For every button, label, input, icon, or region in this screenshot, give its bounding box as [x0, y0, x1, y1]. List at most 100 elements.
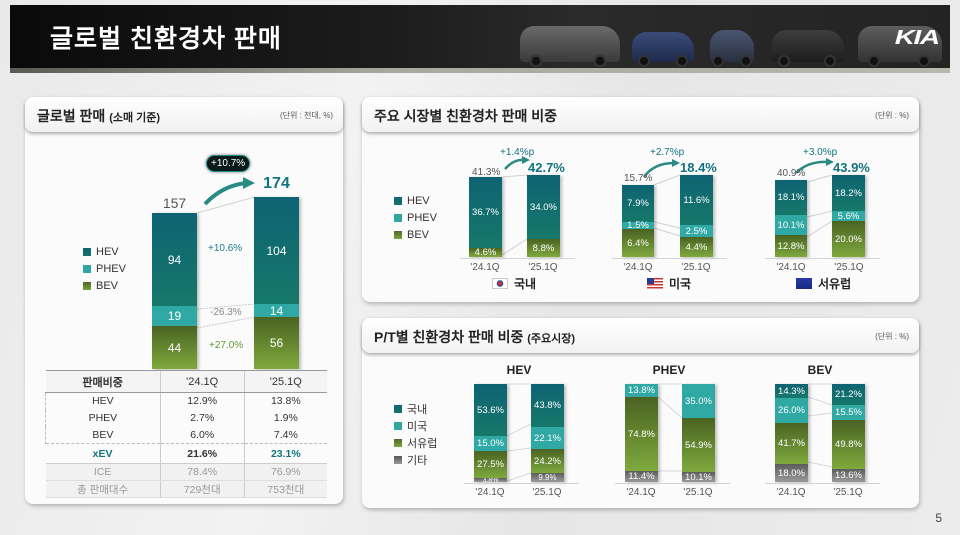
- swatch-phev: [394, 213, 402, 222]
- title-text: P/T별 친환경차 판매 비중: [374, 329, 524, 345]
- bar-us-24: 7.9% 1.5% 6.4%: [622, 185, 654, 257]
- seg-etc: 13.6%: [832, 469, 865, 482]
- table-cell: 총 판매대수: [45, 480, 161, 498]
- swatch-bev: [394, 230, 402, 239]
- x-label: '24.1Q: [475, 487, 505, 498]
- swatch-phev: [83, 264, 91, 273]
- seg-phev: 5.6%: [832, 211, 865, 222]
- bar-bev-25: 21.2% 15.5% 49.8% 13.6%: [832, 384, 865, 482]
- seg-us: 26.0%: [775, 398, 808, 423]
- panel-title: P/T별 친환경차 판매 비중 (주요시장): [374, 327, 575, 347]
- x-label: '24.1Q: [776, 262, 806, 273]
- seg-etc: 3.8%: [474, 478, 507, 482]
- table-cell: 2.7%: [159, 409, 245, 427]
- eu-flag-icon: [796, 278, 812, 289]
- x-label: '25.1Q: [532, 487, 562, 498]
- header-banner: 글로벌 친환경차 판매 KIA: [10, 5, 950, 68]
- seg-hev: 34.0%: [527, 175, 560, 239]
- seg-phev: 2.5%: [680, 225, 713, 237]
- change-phev: -26.3%: [210, 307, 242, 318]
- legend-hev: HEV: [83, 243, 126, 260]
- table-header: 판매비중: [45, 370, 161, 393]
- baseline: [765, 258, 880, 259]
- bar-bev-24: 14.3% 26.0% 41.7% 18.0%: [775, 384, 808, 482]
- region-us: 미국: [647, 275, 691, 292]
- table-row-total: 총 판매대수 729천대 753천대: [45, 480, 327, 498]
- bar-25-1q: 104 14 56: [254, 197, 299, 369]
- seg-kr: 21.2%: [832, 384, 865, 405]
- total-25: 174: [263, 175, 290, 192]
- legend-label: PHEV: [407, 211, 437, 224]
- seg-etc: 11.4%: [625, 471, 658, 482]
- seg-eu: 24.2%: [531, 449, 564, 473]
- table-header-row: 판매비중 '24.1Q '25.1Q: [45, 370, 327, 393]
- legend-label: BEV: [96, 279, 119, 292]
- seg-phev: 10.1%: [775, 215, 807, 235]
- legend-eu: 서유럽: [394, 434, 437, 451]
- baseline: [464, 483, 579, 484]
- table-header: '24.1Q: [159, 370, 245, 393]
- legend: HEV PHEV BEV: [83, 243, 126, 294]
- seg-phev: 19: [152, 306, 197, 326]
- seg-etc: 18.0%: [775, 464, 808, 482]
- seg-us: 22.1%: [531, 427, 564, 449]
- seg-eu: 54.9%: [682, 418, 715, 472]
- legend-label: 국내: [407, 403, 428, 416]
- change-hev: +10.6%: [208, 243, 243, 254]
- x-label: '25.1Q: [834, 262, 864, 273]
- table-cell: BEV: [45, 426, 161, 444]
- table-cell: 21.6%: [159, 443, 245, 464]
- baseline: [460, 258, 575, 259]
- legend-label: BEV: [407, 228, 430, 241]
- baseline: [612, 258, 727, 259]
- change-bev: +27.0%: [209, 340, 244, 351]
- seg-hev: 36.7%: [469, 177, 502, 248]
- bar-phev-25: 35.0% 54.9% 10.1%: [682, 384, 715, 483]
- table-cell: HEV: [45, 392, 161, 410]
- total-us-25: 18.4%: [680, 160, 717, 175]
- subtitle-text: (주요시장): [527, 333, 576, 345]
- seg-hev: 11.6%: [680, 175, 713, 225]
- x-label: '25.1Q: [833, 487, 863, 498]
- unit-label: (단위 : 천대, %): [280, 111, 333, 120]
- legend-label: HEV: [96, 245, 119, 258]
- total-kr-25: 42.7%: [528, 160, 565, 175]
- legend: 국내 미국 서유럽 기타: [394, 400, 437, 468]
- swatch-hev: [394, 196, 402, 205]
- share-table: 판매비중 '24.1Q '25.1Q HEV 12.9% 13.8% PHEV …: [45, 370, 327, 498]
- cars-image: [510, 13, 950, 68]
- x-label: '24.1Q: [470, 262, 500, 273]
- unit-label: (단위 : %): [875, 332, 909, 341]
- unit-label: (단위 : %): [875, 111, 909, 120]
- seg-kr: 14.3%: [775, 384, 808, 398]
- seg-eu: 41.7%: [775, 423, 808, 464]
- page-title: 글로벌 친환경차 판매: [50, 25, 282, 53]
- legend-phev: PHEV: [394, 209, 437, 226]
- kia-logo: KIA: [894, 27, 939, 49]
- seg-us: 35.0%: [682, 384, 715, 418]
- swatch-eu: [394, 438, 402, 447]
- table-cell: xEV: [45, 443, 161, 464]
- table-row: BEV 6.0% 7.4%: [45, 426, 327, 444]
- x-label: '25.1Q: [681, 262, 711, 273]
- market-share-panel: 주요 시장별 친환경차 판매 비중 (단위 : %) HEV PHEV BEV …: [362, 97, 919, 302]
- total-eu-25: 43.9%: [833, 160, 870, 175]
- bar-hev-24: 53.6% 15.0% 27.5% 3.8%: [474, 384, 507, 482]
- table-cell: 23.1%: [243, 443, 327, 464]
- panel-title: 글로벌 판매 (소매 기준): [37, 106, 160, 126]
- legend-us: 미국: [394, 417, 437, 434]
- bar-eu-25: 18.2% 5.6% 20.0%: [832, 175, 865, 257]
- panel-header: 주요 시장별 친환경차 판매 비중 (단위 : %): [362, 97, 919, 132]
- seg-us: 15.0%: [474, 436, 507, 451]
- seg-kr: 53.6%: [474, 384, 507, 436]
- table-cell: 753천대: [243, 480, 327, 498]
- seg-kr: 43.8%: [531, 384, 564, 427]
- group-title-hev: HEV: [506, 363, 532, 377]
- table-cell: 1.9%: [243, 409, 327, 427]
- swatch-hev: [83, 247, 91, 256]
- seg-etc: 9.9%: [531, 473, 564, 482]
- table-cell: 7.4%: [243, 426, 327, 444]
- swatch-kr: [394, 404, 402, 413]
- legend-label: 서유럽: [407, 437, 438, 450]
- x-label: '24.1Q: [626, 487, 656, 498]
